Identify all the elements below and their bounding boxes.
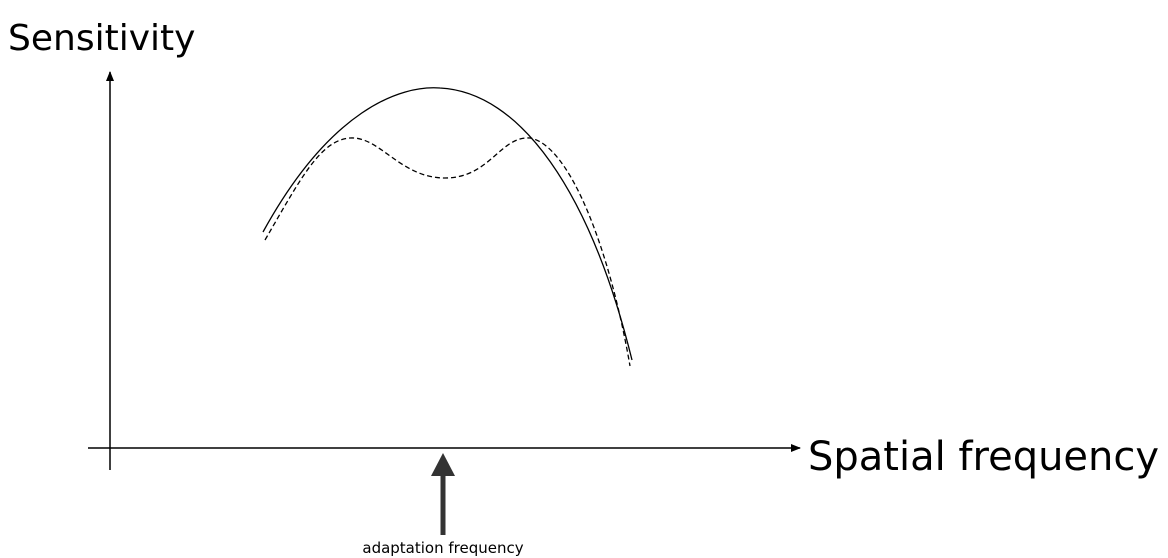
adapted-curve <box>264 137 631 367</box>
x-axis-label: Spatial frequency <box>808 434 1159 480</box>
adaptation-label: adaptation frequency <box>362 539 523 557</box>
baseline-curve <box>262 87 633 361</box>
adaptation-arrow-head <box>431 453 455 476</box>
y-axis-label: Sensitivity <box>8 18 195 59</box>
